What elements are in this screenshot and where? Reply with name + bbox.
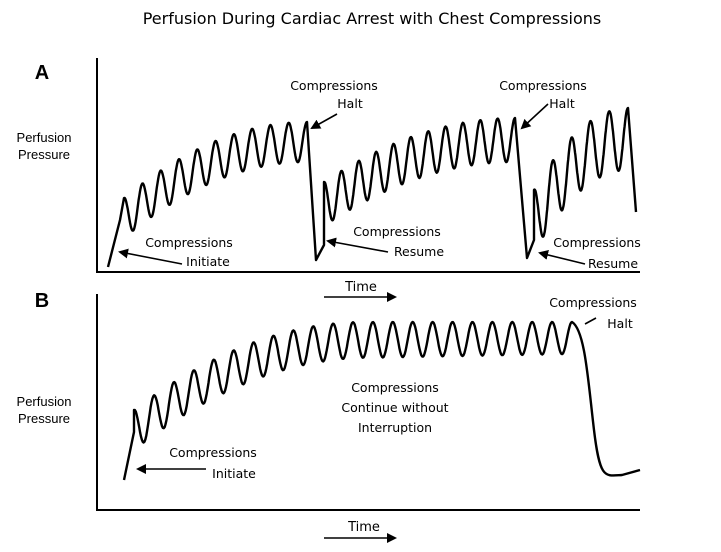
panel-b-pressure-waveform — [122, 320, 641, 481]
panel-b-initiate-line2: Initiate — [212, 466, 256, 481]
figure-title: Perfusion During Cardiac Arrest with Che… — [143, 9, 602, 28]
panel-a-initiate-arrow — [118, 248, 183, 265]
panel-a-resume2-line2: Resume — [588, 256, 638, 271]
panel-a-xlabel: Time — [344, 280, 377, 295]
panel-a-pressure-waveform — [106, 106, 638, 268]
panel-b-halt-line1: Compressions — [549, 295, 637, 310]
panel-b-continue-line3: Interruption — [358, 420, 432, 435]
panel-a-halt1-line2: Halt — [337, 96, 363, 111]
panel-a: A Perfusion Pressure Time Compressions I… — [17, 58, 641, 302]
panel-a-resume2-arrow — [538, 250, 586, 265]
panel-a-resume1-line1: Compressions — [353, 224, 441, 239]
panel-a-label: A — [35, 62, 49, 84]
panel-a-halt1-arrow — [310, 113, 338, 129]
panel-b-initiate-line1: Compressions — [169, 445, 257, 460]
panel-a-resume1-line2: Resume — [394, 244, 444, 259]
panel-b-halt-leader — [584, 317, 597, 325]
panel-a-initiate-line2: Initiate — [186, 254, 230, 269]
panel-a-halt2-line1: Compressions — [499, 78, 587, 93]
panel-a-halt1-line1: Compressions — [290, 78, 378, 93]
panel-b-ylabel-line2: Pressure — [18, 411, 70, 426]
panel-b-label: B — [35, 290, 49, 312]
panel-a-ylabel-line2: Pressure — [18, 147, 70, 162]
panel-a-ylabel-line1: Perfusion — [17, 130, 72, 145]
panel-b-xlabel: Time — [347, 520, 380, 535]
panel-b-ylabel-line1: Perfusion — [17, 394, 72, 409]
panel-b: B Perfusion Pressure Time Compressions I… — [17, 290, 641, 543]
panel-b-halt-line2: Halt — [607, 316, 633, 331]
panel-a-halt2-line2: Halt — [549, 96, 575, 111]
panel-a-resume1-arrow — [326, 237, 389, 253]
panel-a-resume2-line1: Compressions — [553, 235, 641, 250]
panel-a-halt2-arrow — [520, 103, 549, 130]
panel-a-initiate-line1: Compressions — [145, 235, 233, 250]
panel-b-continue-line1: Compressions — [351, 380, 439, 395]
panel-b-continue-line2: Continue without — [341, 400, 448, 415]
